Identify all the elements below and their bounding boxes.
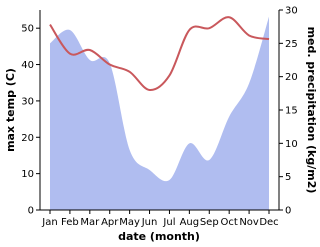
x-tick-label: Aug (180, 217, 200, 228)
y2-tick-label: 10 (285, 139, 298, 150)
x-tick-label: Feb (61, 217, 79, 228)
y2-tick-label: 5 (285, 172, 291, 183)
x-tick-label: Apr (101, 217, 119, 228)
x-tick-label: Mar (80, 217, 100, 228)
y-tick-label: 30 (21, 96, 34, 107)
x-axis-label: date (month) (118, 230, 200, 243)
y-tick-label: 10 (21, 169, 34, 180)
y-tick-label: 50 (21, 24, 34, 35)
x-tick-label: Oct (221, 217, 238, 228)
y-tick-label: 20 (21, 133, 34, 144)
precip-area (50, 16, 269, 210)
y2-tick-label: 20 (285, 72, 298, 83)
x-tick-label: Nov (239, 217, 259, 228)
x-tick-label: Jul (162, 217, 175, 228)
y-tick-label: 0 (28, 206, 34, 217)
x-tick-label: Jan (41, 217, 57, 228)
x-tick-label: May (119, 217, 140, 228)
x-tick-label: Dec (259, 217, 278, 228)
x-tick-label: Jun (141, 217, 158, 228)
x-tick-label: Sep (200, 217, 219, 228)
temp-line (49, 16, 270, 92)
y2-tick-label: 15 (285, 106, 298, 117)
y2-tick-label: 30 (285, 6, 298, 17)
y2-axis-label: med. precipitation (kg/m2) (305, 27, 318, 194)
y2-tick-label: 0 (285, 206, 291, 217)
y-axis-label: max temp (C) (4, 68, 17, 152)
y2-tick-label: 25 (285, 39, 298, 50)
y-tick-label: 40 (21, 60, 34, 71)
